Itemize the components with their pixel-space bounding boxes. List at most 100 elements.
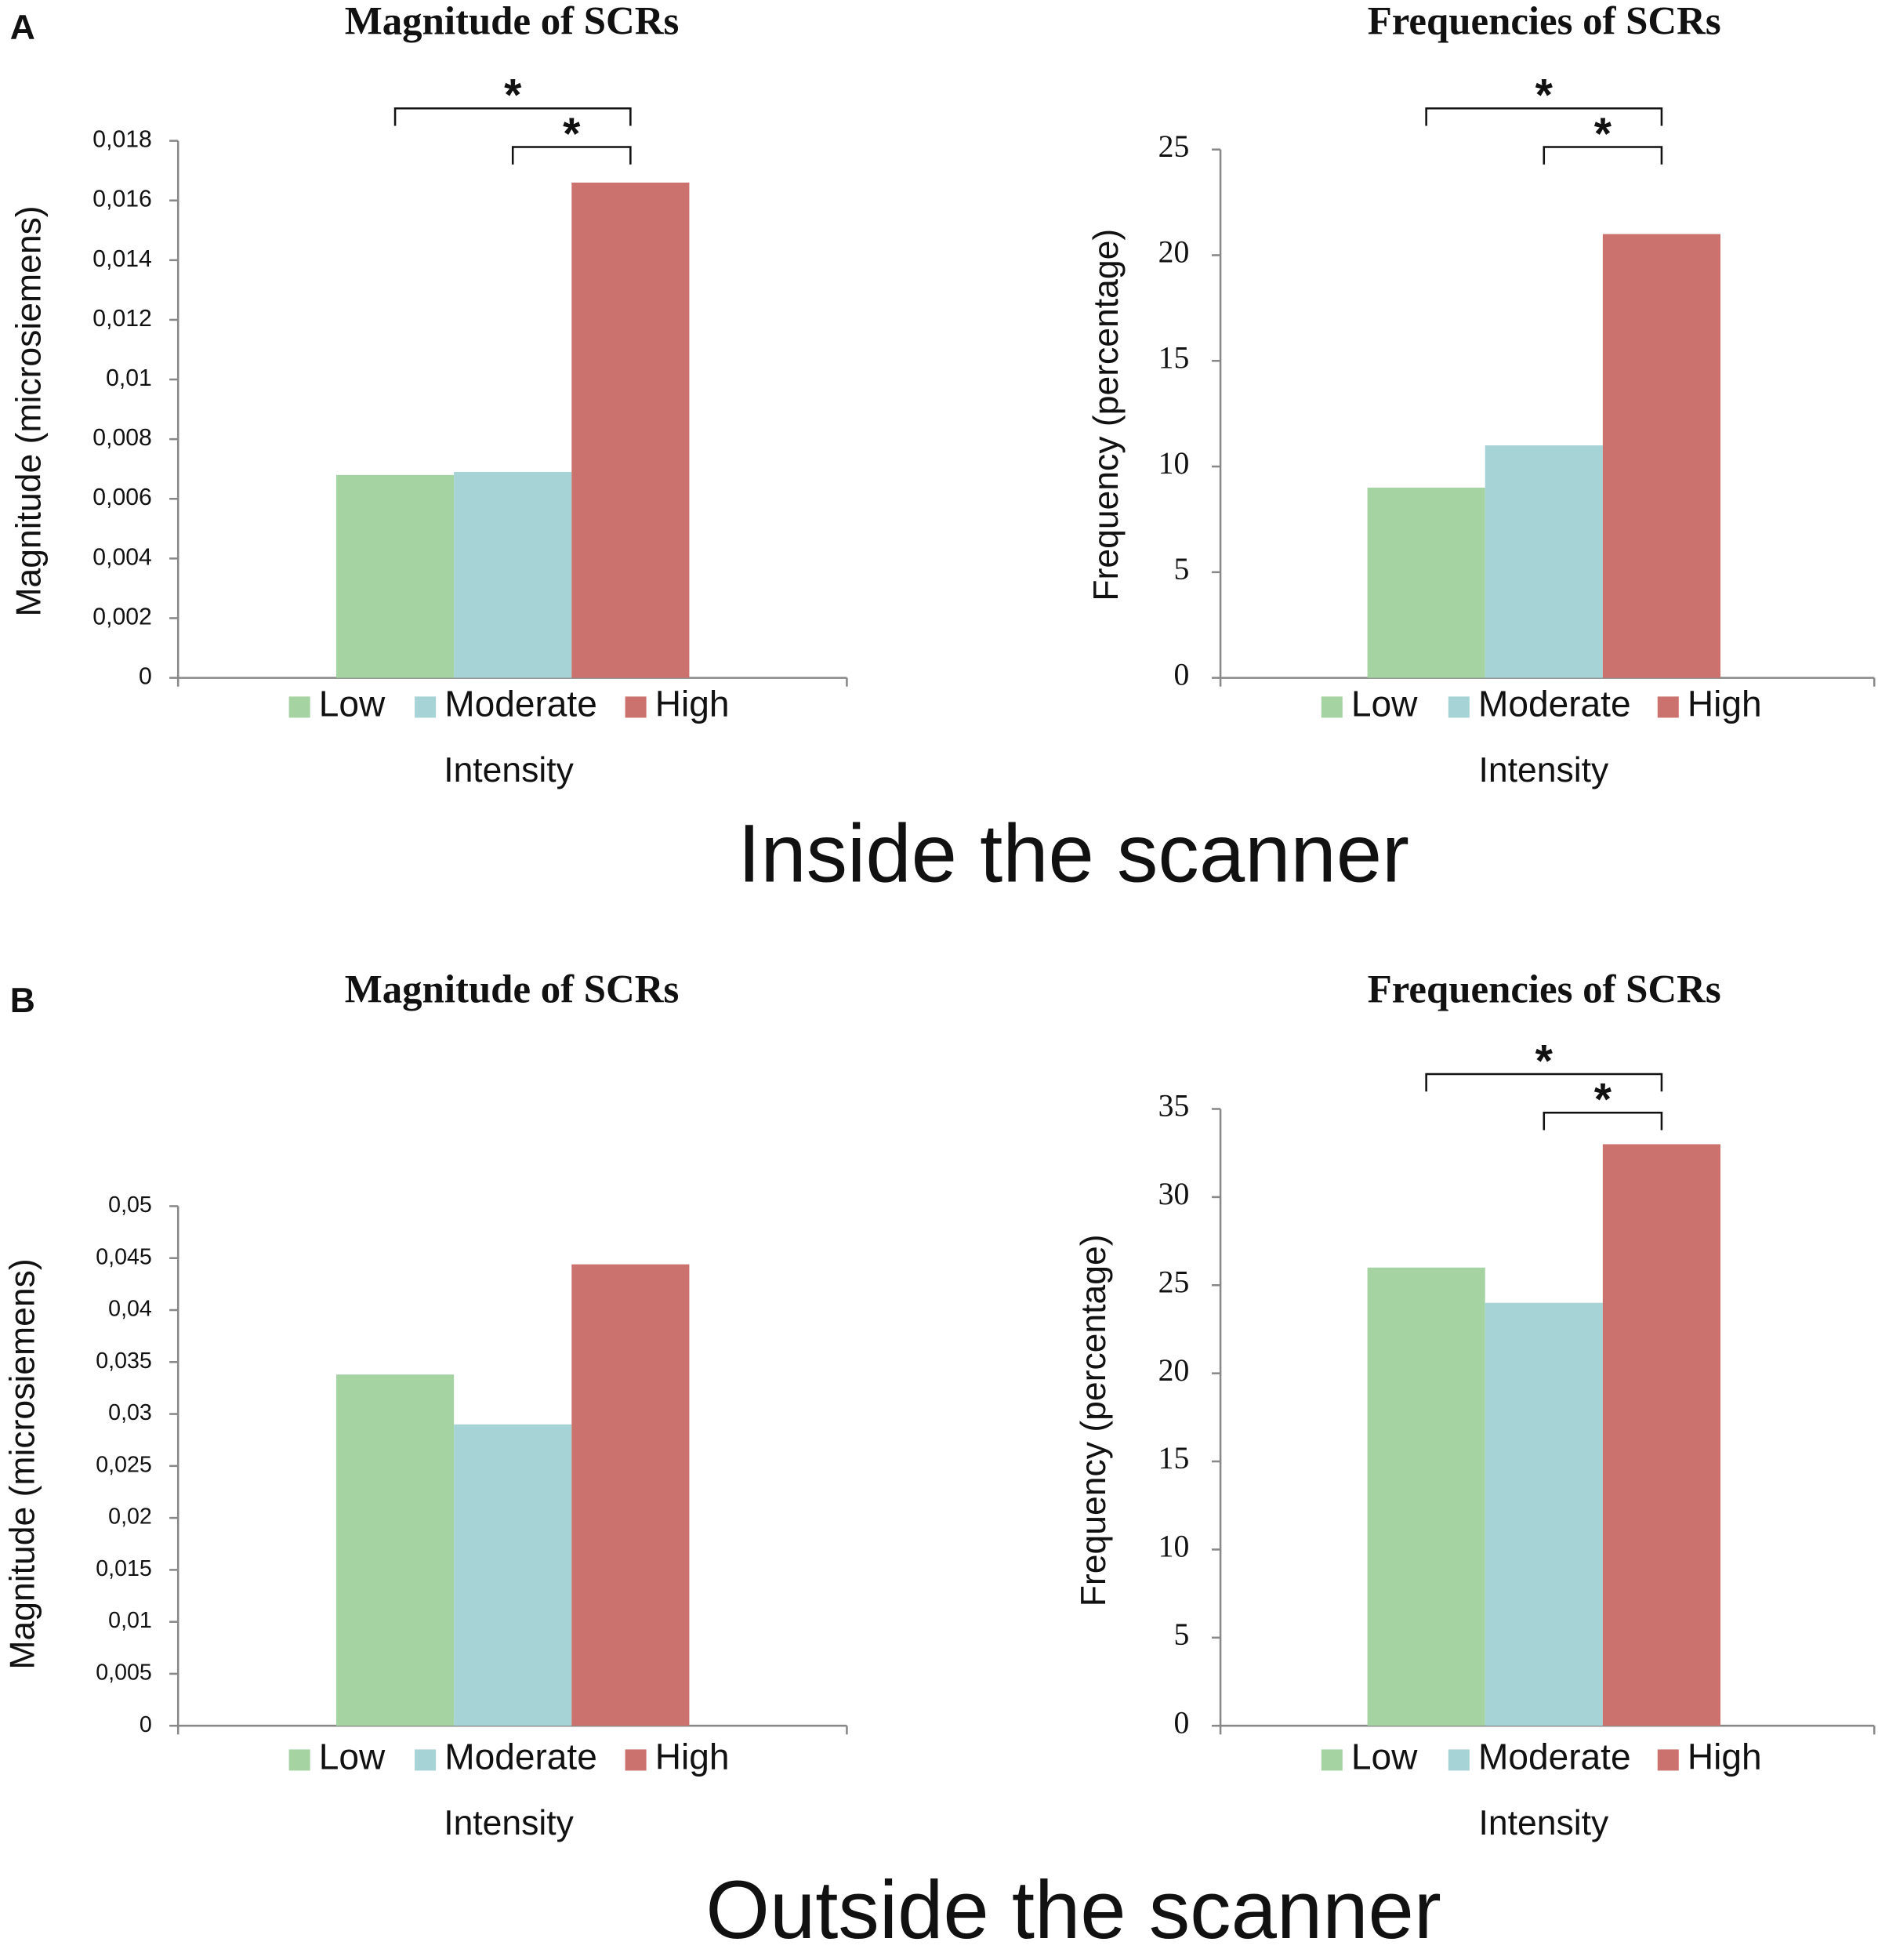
legend-swatch [1657, 1749, 1679, 1771]
significance-label: * [504, 71, 522, 121]
legend-swatch [625, 1749, 647, 1771]
legend-label: Moderate [444, 1736, 597, 1777]
y-tick-label: 15 [1158, 1441, 1190, 1475]
significance-bracket [1425, 107, 1663, 126]
legend-swatch [1657, 696, 1679, 718]
legend-label: High [655, 1736, 730, 1777]
panel-caption: Inside the scanner [738, 808, 1409, 899]
chart-title: Frequencies of SCRs [1368, 0, 1721, 42]
bar [1485, 445, 1603, 678]
legend-label: Low [1351, 683, 1418, 724]
y-tick-label: 0 [1174, 1705, 1190, 1740]
y-tick-label: 30 [1158, 1177, 1190, 1211]
y-tick-label: 0,03 [108, 1400, 152, 1425]
y-tick-label: 0,014 [92, 246, 152, 272]
x-axis-label: Intensity [444, 1804, 574, 1842]
panel-label: A [10, 9, 35, 47]
chart-title: Magnitude of SCRs [345, 967, 680, 1011]
y-tick-label: 0,006 [92, 485, 152, 510]
bar [571, 1264, 690, 1726]
bar [571, 182, 690, 678]
y-tick-label: 0,016 [92, 187, 152, 212]
legend-label: Low [319, 683, 386, 724]
legend-label: Low [319, 1736, 386, 1777]
y-tick-label: 25 [1158, 1265, 1190, 1299]
legend-label: Moderate [1478, 1736, 1631, 1777]
bar [1602, 234, 1721, 678]
y-tick-label: 0,025 [96, 1452, 152, 1477]
bar [335, 474, 455, 678]
significance-label: * [1535, 1036, 1554, 1086]
y-tick-label: 0,02 [108, 1504, 152, 1530]
y-tick-label: 0 [1174, 658, 1190, 692]
x-axis-label: Intensity [1479, 1804, 1609, 1842]
y-tick-label: 0,005 [96, 1660, 152, 1685]
bar [1367, 487, 1485, 678]
y-axis-label: Magnitude (microsiemens) [9, 205, 48, 616]
significance-bracket [1425, 1073, 1663, 1092]
y-axis-label: Magnitude (microsiemens) [4, 1258, 42, 1669]
y-axis-label: Frequency (percentage) [1075, 1234, 1113, 1606]
y-tick-label: 0,01 [108, 1608, 152, 1633]
y-tick-label: 0,045 [96, 1244, 152, 1269]
y-tick-label: 0,015 [96, 1556, 152, 1581]
legend-swatch [1448, 1749, 1470, 1771]
y-tick-label: 0,05 [108, 1192, 152, 1218]
legend-swatch [415, 696, 437, 718]
legend-label: High [1688, 1736, 1762, 1777]
panel-label: B [10, 982, 35, 1020]
y-tick-label: 0,012 [92, 306, 152, 332]
significance-bracket [1543, 146, 1663, 165]
legend-swatch [1321, 696, 1343, 718]
chart-title: Frequencies of SCRs [1368, 967, 1721, 1011]
legend-swatch [415, 1749, 437, 1771]
x-axis-label: Intensity [1479, 751, 1609, 789]
y-tick-label: 5 [1174, 552, 1190, 586]
significance-bracket [1543, 1111, 1663, 1131]
bar [454, 1424, 572, 1726]
y-axis-label: Frequency (percentage) [1087, 229, 1126, 601]
legend-swatch [1321, 1749, 1343, 1771]
significance-label: * [1594, 109, 1612, 159]
legend-swatch [1448, 696, 1470, 718]
y-tick-label: 5 [1174, 1617, 1190, 1652]
y-tick-label: 15 [1158, 340, 1190, 375]
legend-label: High [655, 683, 730, 724]
bar [335, 1374, 455, 1726]
y-tick-label: 20 [1158, 1353, 1190, 1388]
y-tick-label: 25 [1158, 129, 1190, 164]
legend-swatch [288, 696, 310, 718]
y-tick-label: 0,035 [96, 1348, 152, 1374]
y-tick-label: 0 [139, 664, 152, 690]
y-tick-label: 35 [1158, 1089, 1190, 1123]
legend-label: Low [1351, 1736, 1418, 1777]
y-tick-label: 10 [1158, 1530, 1190, 1564]
y-tick-label: 0,004 [92, 544, 152, 570]
y-tick-label: 0,01 [106, 365, 152, 391]
legend-swatch [288, 1749, 310, 1771]
y-tick-label: 0,002 [92, 604, 152, 630]
significance-label: * [1535, 71, 1554, 121]
bar [1602, 1144, 1721, 1726]
chart-title: Magnitude of SCRs [345, 0, 680, 42]
bar [1485, 1302, 1603, 1726]
legend-label: Moderate [1478, 683, 1631, 724]
significance-label: * [563, 109, 581, 159]
y-tick-label: 0,04 [108, 1297, 152, 1322]
legend-label: High [1688, 683, 1762, 724]
significance-bracket [511, 146, 632, 165]
legend-swatch [625, 696, 647, 718]
bar [1367, 1267, 1485, 1726]
y-tick-label: 10 [1158, 446, 1190, 481]
y-tick-label: 0,008 [92, 425, 152, 451]
bar [454, 472, 572, 678]
significance-label: * [1594, 1075, 1612, 1125]
x-axis-label: Intensity [444, 751, 574, 789]
y-tick-label: 0,018 [92, 127, 152, 153]
panel-caption: Outside the scanner [705, 1864, 1441, 1956]
legend-label: Moderate [444, 683, 597, 724]
significance-bracket [393, 107, 632, 126]
y-tick-label: 20 [1158, 235, 1190, 270]
y-tick-label: 0 [140, 1712, 152, 1737]
